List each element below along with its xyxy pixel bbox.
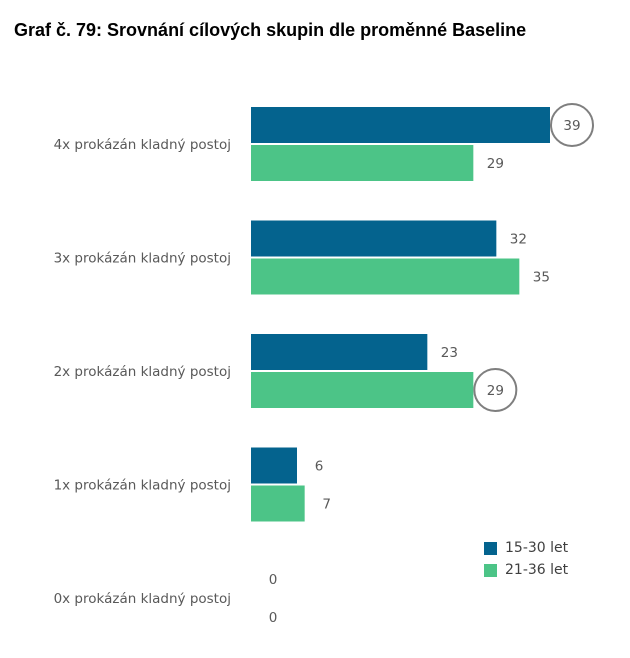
data-label: 7 (322, 497, 331, 513)
legend-item-series-1: 15-30 let (484, 537, 568, 559)
data-label: 0 (269, 572, 278, 588)
bar-1 (251, 220, 497, 257)
data-label: 23 (441, 345, 458, 361)
category-label: 3x prokázán kladný postoj (54, 251, 231, 267)
legend-swatch-series-1 (484, 541, 497, 555)
data-label: 29 (487, 383, 504, 399)
category-label: 2x prokázán kladný postoj (54, 364, 231, 380)
data-label: 39 (563, 118, 580, 134)
data-label: 29 (487, 156, 504, 172)
bar-2 (251, 372, 474, 408)
category-label: 1x prokázán kladný postoj (54, 478, 231, 494)
legend-swatch-series-2 (484, 563, 497, 577)
highlight-circle (550, 103, 594, 147)
bar-1 (251, 107, 550, 143)
data-label: 0 (269, 610, 278, 626)
legend-label-series-2: 21-36 let (505, 562, 569, 578)
bar-1 (251, 334, 428, 370)
data-label: 32 (510, 232, 527, 248)
bar-1 (251, 447, 297, 484)
category-label: 0x prokázán kladný postoj (54, 591, 231, 607)
data-label: 6 (315, 459, 324, 475)
highlight-circle (473, 368, 518, 412)
bar-2 (251, 258, 520, 295)
chart-title: Graf č. 79: Srovnání cílových skupin dle… (14, 20, 527, 40)
bar-2 (251, 485, 305, 522)
legend-label-series-1: 15-30 let (505, 540, 569, 556)
legend: 15-30 let 21-36 let (484, 537, 568, 581)
bar-2 (251, 145, 474, 181)
data-label: 35 (533, 270, 550, 286)
category-label: 4x prokázán kladný postoj (54, 137, 231, 153)
legend-item-series-2: 21-36 let (484, 559, 568, 581)
